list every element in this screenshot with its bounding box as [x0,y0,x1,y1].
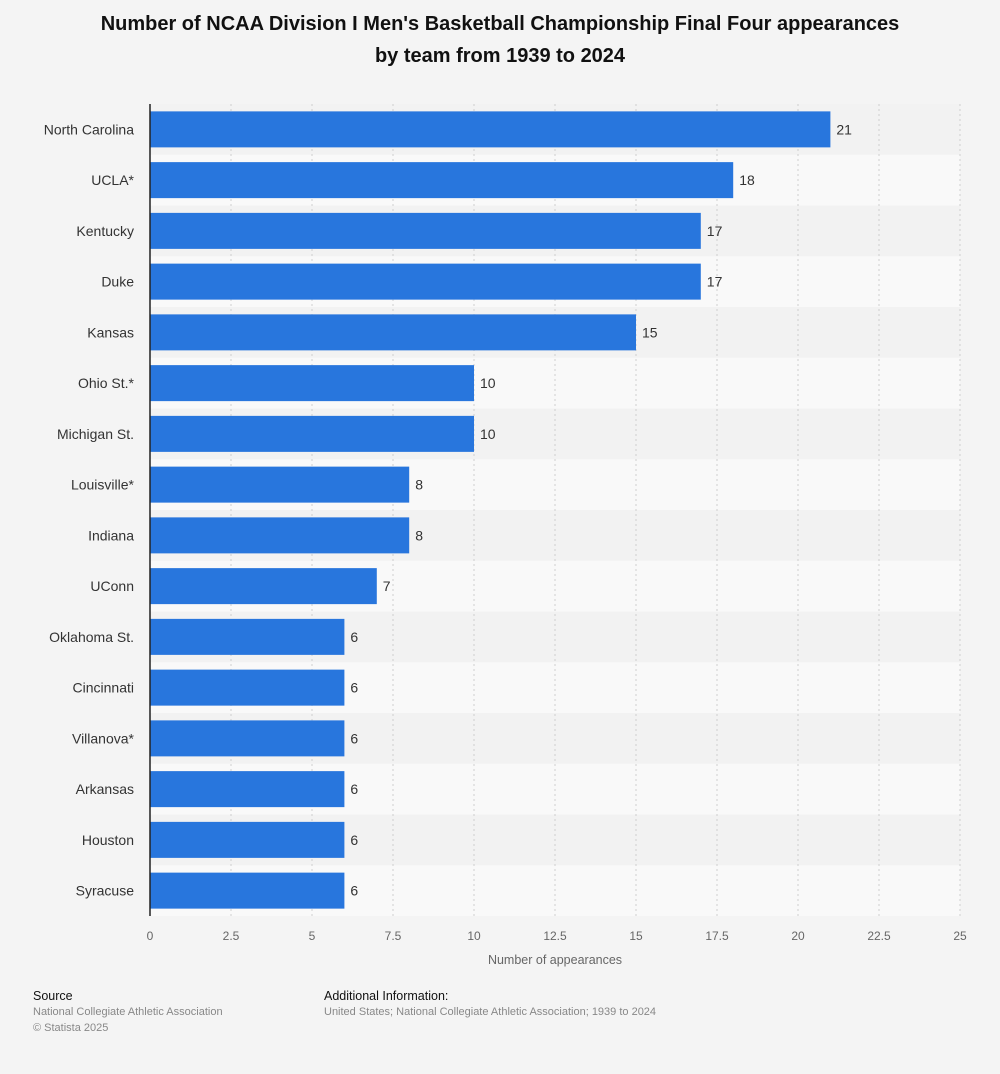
y-category-label: Louisville* [71,477,135,493]
bar [150,111,831,148]
bar [150,517,410,554]
y-category-label: Kansas [87,324,134,340]
y-category-label: Kentucky [76,223,134,239]
bar-chart: 0 2.5 5 7.5 10 12.5 15 17.5 20 22.5 25 North Caroli… [44,104,967,967]
y-category-label: Oklahoma St. [49,629,134,645]
y-category-label: Villanova* [72,730,135,746]
bar-value-label: 10 [480,426,496,442]
y-category-label: North Carolina [44,121,134,137]
x-tick-label: 12.5 [543,929,567,943]
bar-value-label: 6 [350,832,358,848]
x-tick-label: 22.5 [867,929,891,943]
x-tick-label: 17.5 [705,929,729,943]
y-category-label: Michigan St. [57,426,134,442]
bar-value-label: 6 [350,781,358,797]
x-tick-label: 7.5 [385,929,402,943]
x-tick-label: 2.5 [223,929,240,943]
bar [150,415,474,452]
bar [150,821,345,858]
x-tick-label: 0 [147,929,154,943]
bar [150,365,474,402]
bar [150,872,345,909]
bar [150,263,701,300]
bar-value-label: 21 [836,121,852,137]
x-tick-label: 20 [791,929,805,943]
bar-value-label: 8 [415,527,423,543]
y-category-label: Cincinnati [73,680,134,696]
bar-value-label: 6 [350,730,358,746]
source-line-1: National Collegiate Athletic Association [33,1006,223,1018]
chart-title: Number of NCAA Division I Men's Basketba… [40,8,960,72]
x-tick-label: 5 [309,929,316,943]
bar [150,771,345,808]
source-block: Source National Collegiate Athletic Asso… [33,988,223,1036]
bar-value-label: 8 [415,477,423,493]
y-category-label: UCLA* [91,172,134,188]
additional-info-heading: Additional Information: [324,989,449,1003]
bar-value-label: 18 [739,172,755,188]
y-category-label: Houston [82,832,134,848]
bar-value-label: 10 [480,375,496,391]
bar-value-label: 15 [642,324,658,340]
additional-info-block: Additional Information: United States; N… [324,988,656,1020]
y-category-label: Ohio St.* [78,375,135,391]
bar-value-label: 6 [350,883,358,899]
x-tick-label: 10 [467,929,481,943]
x-tick-label: 15 [629,929,643,943]
bar-value-label: 6 [350,629,358,645]
additional-info-text: United States; National Collegiate Athle… [324,1006,657,1018]
bar [150,618,345,655]
y-category-label: UConn [90,578,134,594]
bar [150,466,410,503]
source-heading: Source [33,989,73,1003]
bar [150,314,636,351]
bar [150,568,377,605]
bar-value-label: 7 [383,578,391,594]
bar [150,162,734,199]
x-axis-title: Number of appearances [488,953,622,967]
x-tick-label: 25 [953,929,967,943]
bar-value-label: 17 [707,274,723,290]
y-category-label: Indiana [88,527,134,543]
y-category-label: Syracuse [76,883,135,899]
bar-value-label: 17 [707,223,723,239]
bar-value-label: 6 [350,680,358,696]
chart-title-line-2: by team from 1939 to 2024 [374,45,626,67]
y-category-label: Arkansas [76,781,134,797]
bar [150,669,345,706]
source-line-2: © Statista 2025 [33,1022,109,1034]
bar [150,720,345,757]
chart-title-line-1: Number of NCAA Division I Men's Basketba… [100,13,900,35]
bar [150,212,701,249]
y-category-label: Duke [101,274,134,290]
